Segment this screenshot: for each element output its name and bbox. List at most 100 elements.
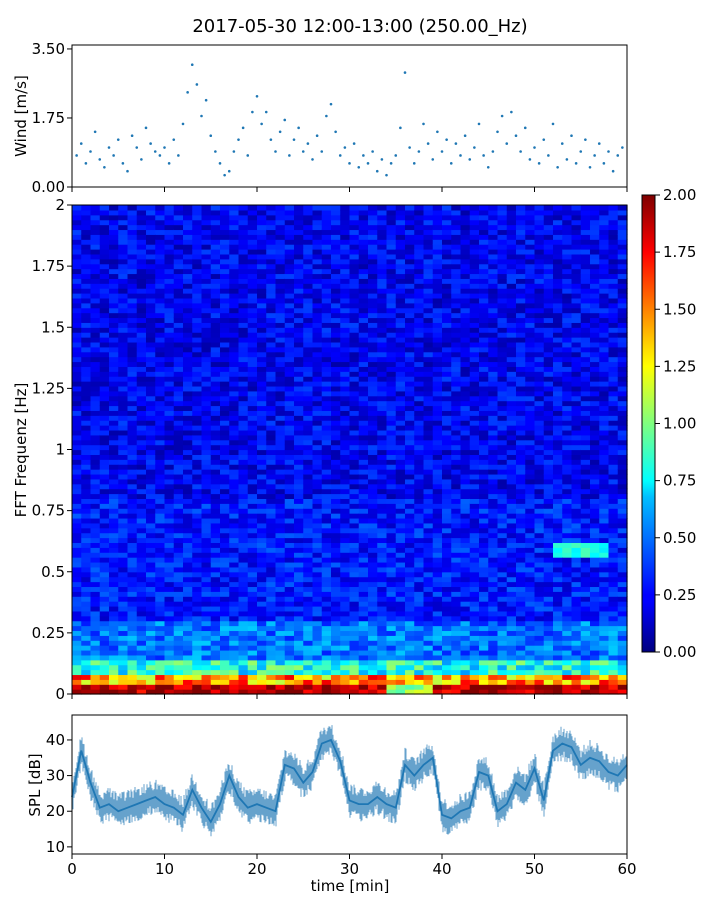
spectrogram-cell <box>239 503 249 508</box>
spectrogram-cell <box>498 283 508 288</box>
spectrogram-cell <box>377 415 387 420</box>
spectrogram-cell <box>285 205 295 210</box>
spectrogram-cell <box>183 322 193 327</box>
spectrogram-cell <box>340 582 350 587</box>
spectrogram-cell <box>239 288 249 293</box>
spectrogram-cell <box>276 630 286 635</box>
spectrogram-cell <box>109 234 119 239</box>
spectrogram-cell <box>183 313 193 318</box>
spectrogram-cell <box>285 484 295 489</box>
spectrogram-cell <box>202 303 212 308</box>
spectrogram-cell <box>91 361 101 366</box>
spectrogram-cell <box>414 582 424 587</box>
spectrogram-cell <box>128 234 138 239</box>
spectrogram-cell <box>118 215 128 220</box>
spectrogram-cell <box>91 366 101 371</box>
spectrogram-cell <box>257 454 267 459</box>
spectrogram-cell <box>350 293 360 298</box>
spectrogram-cell <box>396 591 406 596</box>
spectrogram-cell <box>72 459 82 464</box>
spectrogram-cell <box>359 381 369 386</box>
spectrogram-cell <box>155 440 165 445</box>
spectrogram-cell <box>128 215 138 220</box>
spectrogram-cell <box>350 601 360 606</box>
spectrogram-cell <box>433 322 443 327</box>
spectrogram-cell <box>313 474 323 479</box>
spectrogram-cell <box>405 313 415 318</box>
spectrogram-cell <box>479 401 489 406</box>
spectrogram-cell <box>359 552 369 557</box>
spectrogram-cell <box>165 303 175 308</box>
spectrogram-cell <box>451 332 461 337</box>
spectrogram-cell <box>488 352 498 357</box>
spectrogram-cell <box>396 386 406 391</box>
spectrogram-cell <box>331 665 341 670</box>
spectrogram-cell <box>257 498 267 503</box>
spectrogram-cell <box>461 337 471 342</box>
spectrogram-cell <box>331 405 341 410</box>
spectrogram-cell <box>257 430 267 435</box>
spectrogram-cell <box>331 254 341 259</box>
spectrogram-cell <box>470 313 480 318</box>
spectrogram-cell <box>276 533 286 538</box>
spectrogram-cell <box>424 665 434 670</box>
spectrogram-cell <box>137 665 147 670</box>
spectrogram-cell <box>128 376 138 381</box>
spectrogram-cell <box>155 523 165 528</box>
spectrogram-cell <box>239 357 249 362</box>
spectrogram-cell <box>137 498 147 503</box>
spectrogram-cell <box>192 533 202 538</box>
spectrogram-cell <box>303 371 313 376</box>
spectrogram-cell <box>202 234 212 239</box>
spectrogram-cell <box>100 665 110 670</box>
spectrogram-cell <box>202 410 212 415</box>
spectrogram-cell <box>340 303 350 308</box>
spectrogram-cell <box>470 430 480 435</box>
spectrogram-cell <box>322 542 332 547</box>
spectrogram-cell <box>516 655 526 660</box>
spectrogram-cell <box>202 244 212 249</box>
spectrogram-cell <box>220 425 230 430</box>
spectrogram-cell <box>229 337 239 342</box>
spectrogram-cell <box>137 215 147 220</box>
spectrogram-cell <box>368 552 378 557</box>
spectrogram-cell <box>331 352 341 357</box>
spectrogram-cell <box>118 640 128 645</box>
spectrogram-cell <box>331 278 341 283</box>
wind-point <box>519 150 522 153</box>
spectrogram-cell <box>266 435 276 440</box>
spectrogram-cell <box>118 225 128 230</box>
spectrogram-cell <box>451 391 461 396</box>
spectrogram-cell <box>414 352 424 357</box>
spectrogram-cell <box>479 205 489 210</box>
spectrogram-cell <box>165 557 175 562</box>
spectrogram-cell <box>442 401 452 406</box>
spectrogram-cell <box>155 317 165 322</box>
spectrogram-cell <box>285 474 295 479</box>
spectrogram-cell <box>350 273 360 278</box>
spectrogram-cell <box>100 591 110 596</box>
spectrogram-cell <box>405 596 415 601</box>
spectrogram-cell <box>442 635 452 640</box>
spectrogram-cell <box>322 626 332 631</box>
spectrogram-cell <box>81 273 91 278</box>
spectrogram-cell <box>109 489 119 494</box>
spectrogram-cell <box>211 523 221 528</box>
spectrogram-cell <box>479 562 489 567</box>
spectrogram-cell <box>248 479 258 484</box>
spectrogram-cell <box>488 337 498 342</box>
spectrogram-cell <box>202 528 212 533</box>
spectrogram-cell <box>146 611 156 616</box>
spectrogram-cell <box>220 684 230 689</box>
spectrogram-cell <box>322 225 332 230</box>
spectrogram-cell <box>192 361 202 366</box>
spectrogram-cell <box>192 591 202 596</box>
spectrogram-cell <box>285 381 295 386</box>
spectrogram-cell <box>498 210 508 215</box>
spectrogram-cell <box>479 645 489 650</box>
spectrogram-cell <box>202 670 212 675</box>
spectrogram-cell <box>377 386 387 391</box>
spectrogram-cell <box>507 273 517 278</box>
spectrogram-cell <box>100 440 110 445</box>
spectrogram-cell <box>285 278 295 283</box>
